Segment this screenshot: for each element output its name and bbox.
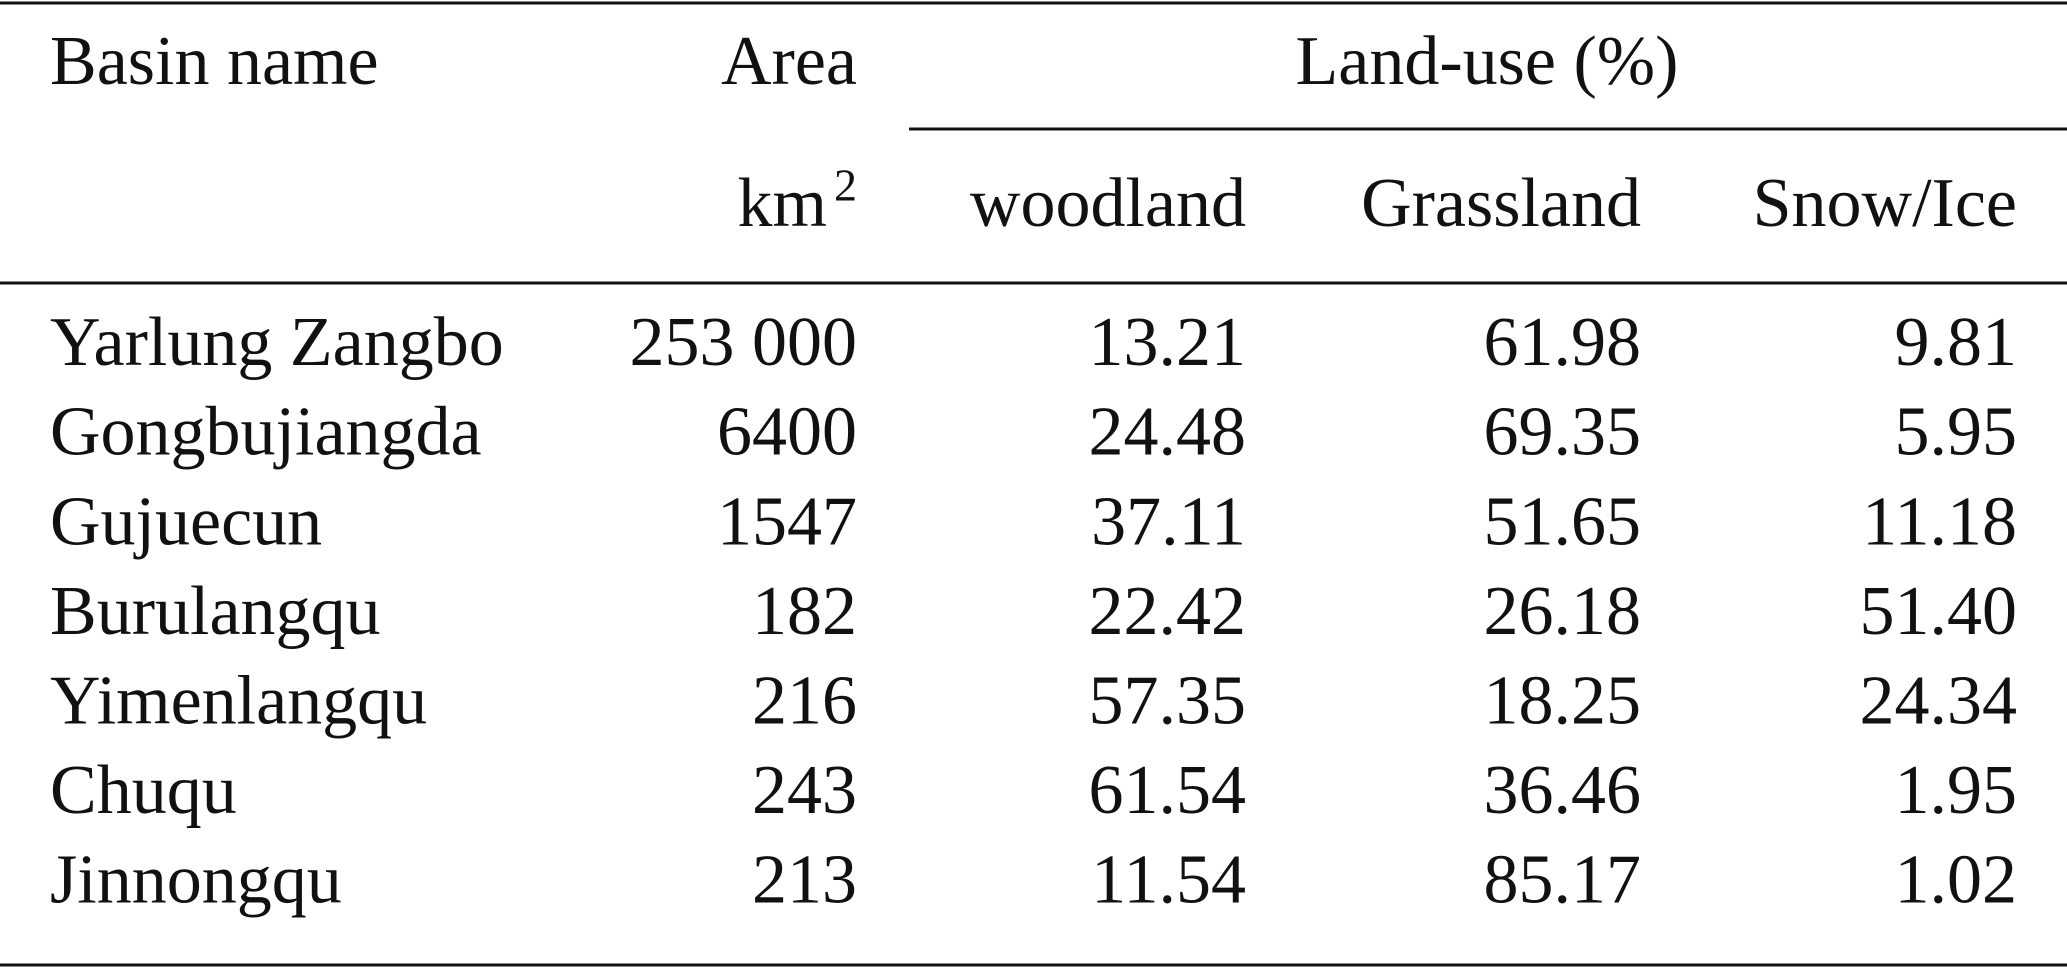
table-cell: 57.35	[1089, 662, 1247, 739]
table-cell: 216	[752, 662, 857, 739]
table-cell: 61.98	[1484, 304, 1642, 381]
row-label: Burulangqu	[50, 573, 381, 650]
table-cell: 253 000	[630, 304, 858, 381]
header-cell: Area	[721, 23, 857, 100]
header-unit: km	[738, 165, 827, 242]
table-cell: 36.46	[1484, 752, 1642, 829]
table-cell: 51.40	[1860, 573, 2018, 650]
header-cell: Snow/Ice	[1753, 165, 2017, 242]
table-cell: 24.48	[1089, 394, 1247, 471]
header-unit-sup: 2	[834, 160, 857, 211]
table-cell: 85.17	[1484, 842, 1642, 919]
table-cell: 13.21	[1089, 304, 1247, 381]
table-cell: 26.18	[1484, 573, 1642, 650]
header-cell: woodland	[970, 165, 1246, 242]
row-label: Gujuecun	[50, 483, 322, 560]
table-cell: 5.95	[1895, 394, 2018, 471]
table-cell: 61.54	[1089, 752, 1247, 829]
table-cell: 182	[752, 573, 857, 650]
table-cell: 24.34	[1860, 662, 2018, 739]
row-label: Yimenlangqu	[50, 662, 427, 739]
header-cell: Basin name	[50, 23, 379, 100]
table-cell: 1.02	[1895, 842, 2018, 919]
row-label: Chuqu	[50, 752, 237, 829]
header-cell: Grassland	[1361, 165, 1641, 242]
header-group: Land-use (%)	[1296, 23, 1679, 100]
row-label: Yarlung Zangbo	[50, 304, 504, 381]
table-cell: 37.11	[1091, 483, 1246, 560]
table-cell: 1547	[717, 483, 857, 560]
table-cell: 69.35	[1484, 394, 1642, 471]
table-cell: 18.25	[1484, 662, 1642, 739]
row-label: Jinnongqu	[50, 842, 342, 919]
row-label: Gongbujiangda	[50, 394, 482, 471]
table-cell: 213	[752, 842, 857, 919]
table-cell: 11.18	[1862, 483, 2017, 560]
table-cell: 51.65	[1484, 483, 1642, 560]
table-cell: 1.95	[1895, 752, 2018, 829]
table-cell: 9.81	[1895, 304, 2018, 381]
table-cell: 6400	[717, 394, 857, 471]
table-cell: 243	[752, 752, 857, 829]
table-cell: 22.42	[1089, 573, 1247, 650]
table-cell: 11.54	[1091, 842, 1246, 919]
